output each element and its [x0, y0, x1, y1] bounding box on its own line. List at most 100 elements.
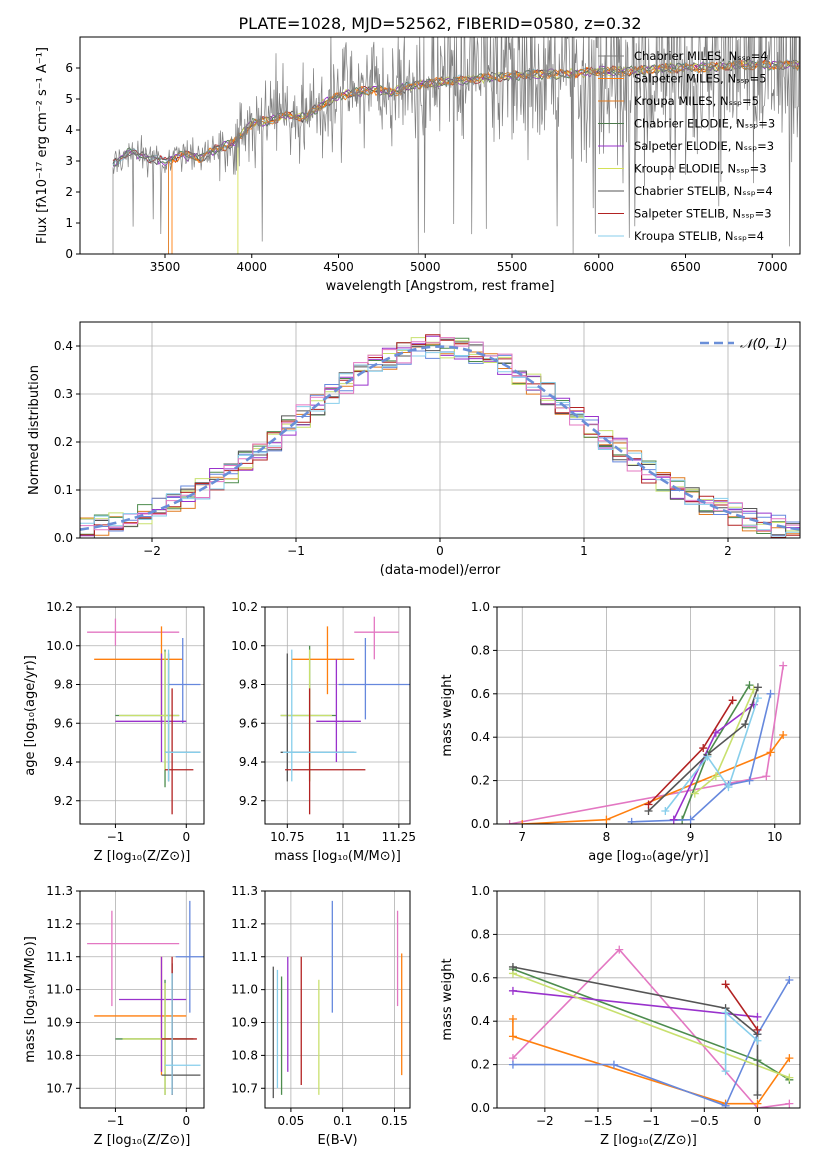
y-axis-label: mass weight: [440, 674, 455, 756]
y-tick-label: 10.9: [46, 1016, 73, 1030]
y-tick-label: 0.4: [471, 730, 490, 744]
y-axis-label: mass weight: [440, 958, 455, 1040]
y-axis-label: Normed distribution: [27, 365, 42, 495]
y-tick-label: 9.8: [239, 678, 258, 692]
y-tick-label: 9.2: [239, 794, 258, 808]
panel-spectrum: 3500 4000 4500 5000 5500 6000 6500 7000 0 1 2 3 4 5 6 w…: [35, 36, 801, 294]
x-tick-label: 0: [182, 1114, 190, 1128]
plot-area: 3500 4000 4500 5000 5500 6000 6500 70000123456w…: [23, 36, 801, 1148]
series-point: [669, 815, 678, 824]
y-tick-label: 10.0: [231, 639, 258, 653]
error-cross: [316, 659, 361, 762]
series-point: [741, 720, 750, 729]
axes-frame: [264, 606, 411, 825]
error-cross: [87, 618, 180, 646]
series-line: [724, 983, 759, 1031]
y-tick-label: 2: [65, 185, 73, 199]
y-tick-label: 0.6: [471, 687, 490, 701]
y-tick-label: 0.2: [54, 435, 73, 449]
series-line: [512, 972, 790, 1079]
series-point: [753, 1090, 762, 1099]
x-tick-label: 4000: [236, 260, 267, 274]
error-cross: [168, 638, 201, 724]
x-axis-label: (data-model)/error: [380, 563, 501, 578]
model-spectrum-line: [112, 59, 800, 167]
x-tick-label: 8: [603, 830, 611, 844]
series-point: [721, 1008, 730, 1017]
legend-label: Salpeter MILES, Nₛₛₚ=5: [634, 72, 767, 86]
series-line: [664, 697, 759, 812]
x-axis-label: Z [log₁₀(Z/Z⊙)]: [94, 1133, 191, 1148]
y-tick-label: 11.3: [46, 884, 73, 898]
error-cross: [161, 963, 201, 1095]
residual-histogram: [80, 341, 800, 537]
series-point: [753, 1099, 762, 1108]
legend-label: Kroupa ELODIE, Nₛₛₚ=3: [634, 162, 767, 176]
error-cross: [87, 910, 180, 1007]
y-axis-label: mass [log₁₀(M/M⊙)]: [23, 936, 38, 1063]
error-cross: [115, 653, 187, 762]
y-tick-label: 11.2: [231, 917, 258, 931]
series-point: [615, 945, 624, 954]
gridlines: [265, 890, 410, 1108]
legend-label: Salpeter STELIB, Nₛₛₚ=3: [634, 207, 772, 221]
observed-spectrum-line: [112, 37, 800, 254]
gridlines: [497, 890, 800, 1109]
x-tick-label: 0: [182, 830, 190, 844]
x-tick-label: 5500: [497, 260, 528, 274]
series-point: [779, 731, 788, 740]
x-tick-label: 2: [724, 544, 732, 558]
series-point: [766, 748, 775, 757]
x-tick-label: 6000: [583, 260, 614, 274]
x-tick-label: 11.25: [382, 830, 416, 844]
y-tick-label: 0.8: [471, 643, 490, 657]
error-cross: [282, 649, 357, 782]
series-point: [745, 776, 754, 785]
plot-marks: [87, 900, 204, 1095]
series-point: [721, 980, 730, 989]
y-tick-label: 3: [65, 154, 73, 168]
x-tick-label: 6500: [670, 260, 701, 274]
y-tick-label: 10.0: [46, 639, 73, 653]
y-tick-label: 10.7: [231, 1081, 258, 1095]
series-point: [724, 783, 733, 792]
plot-marks: [508, 945, 794, 1108]
y-tick-label: 0.2: [471, 774, 490, 788]
axes-frame: [79, 36, 801, 255]
gaussian-curve: [80, 345, 800, 531]
legend-label: Chabrier ELODIE, Nₛₛₚ=3: [634, 117, 775, 131]
series-point: [518, 820, 527, 824]
x-axis-label: wavelength [Angstrom, rest frame]: [326, 279, 555, 294]
series-point: [508, 962, 517, 971]
y-tick-label: 0.2: [471, 1058, 490, 1072]
series-point: [711, 772, 720, 781]
y-tick-label: 0.4: [54, 339, 73, 353]
error-cross: [115, 649, 180, 788]
series-line: [512, 948, 790, 1108]
x-tick-label: −1: [107, 1114, 125, 1128]
error-cross: [338, 638, 410, 720]
panel-age-vs-z: −1 0 9.2 9.4 9.6 9.8 10.0 10.2 Z [log₁₀(Z/Z⊙)] ag…: [23, 600, 205, 864]
y-tick-label: 10.8: [46, 1048, 73, 1062]
y-tick-label: 0.6: [471, 971, 490, 985]
series-point: [721, 1067, 730, 1076]
x-tick-label: 10: [767, 830, 782, 844]
x-axis-label: mass [log₁₀(M/M⊙)]: [274, 849, 401, 864]
y-tick-label: 5: [65, 92, 73, 106]
y-axis-label: Flux [fλ10⁻¹⁷ erg cm⁻² s⁻¹ A⁻¹]: [35, 47, 50, 244]
y-tick-label: 0: [65, 247, 73, 261]
series-point: [721, 1101, 730, 1108]
x-tick-label: 0.15: [381, 1114, 408, 1128]
y-tick-label: 11.0: [231, 983, 258, 997]
error-cross: [165, 649, 201, 782]
y-tick-label: 9.6: [239, 716, 258, 730]
y-tick-label: 6: [65, 61, 73, 75]
series-point: [508, 1032, 517, 1041]
model-spectrum-line: [168, 58, 800, 254]
y-tick-label: 11.1: [46, 950, 73, 964]
panel-massweight-vs-z: −2 −1.5 −1 −0.5 0 0.0 0.2 0.4 0.6 0.8 1.0 Z [log₁₀(…: [440, 884, 801, 1148]
series-point: [753, 683, 762, 692]
series-point: [508, 1015, 517, 1024]
legend-label: Kroupa MILES, Nₛₛₚ=5: [634, 94, 759, 108]
